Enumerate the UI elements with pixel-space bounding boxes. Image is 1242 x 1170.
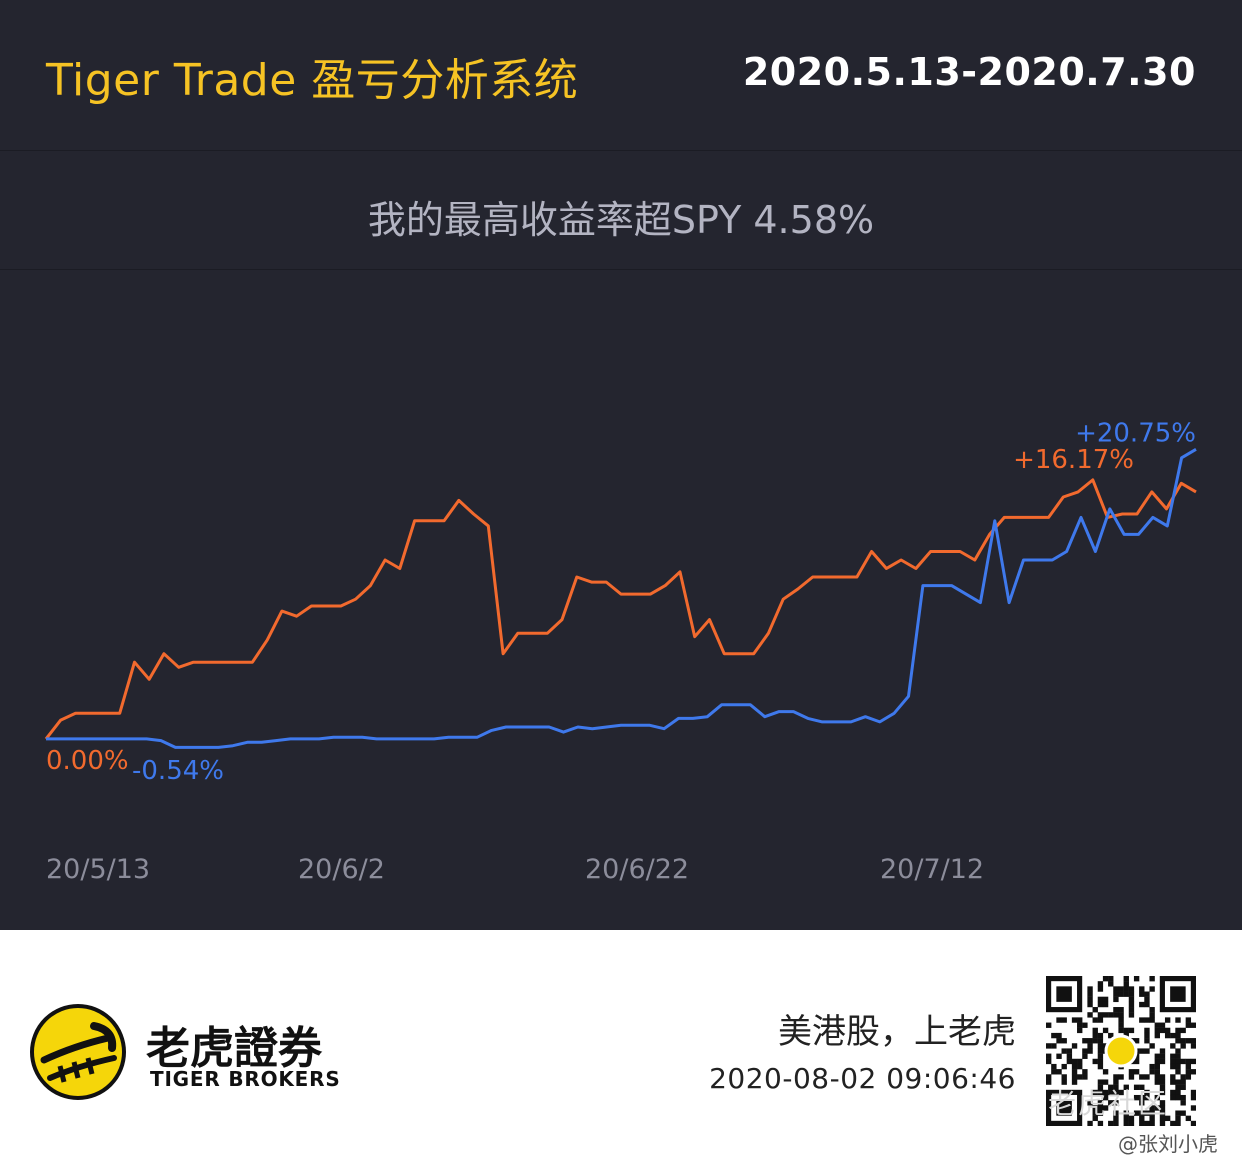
series-0-start-label: 0.00% [46, 746, 129, 776]
chart-area: 0.00% -0.54% +16.17% +20.75% 20/5/13 20/6/2 20… [0, 270, 1242, 930]
tiger-logo-icon [30, 1004, 126, 1100]
slogan: 美港股，上老虎 [778, 1012, 1016, 1052]
header: Tiger Trade 盈亏分析系统 2020.5.13-2020.7.30 [0, 0, 1242, 151]
date-range: 2020.5.13-2020.7.30 [742, 50, 1196, 94]
return-chart: 0.00% -0.54% +16.17%+20.75% 20/5/13 20/6/2 20… [44, 418, 1197, 885]
brand-name-cn: 老虎證券 [146, 1023, 322, 1074]
series-1-start-label: -0.54% [132, 756, 224, 786]
summary-bar: 我的最高收益率超SPY 4.58% [0, 151, 1242, 270]
series-line-1 [46, 448, 1197, 749]
x-tick-label: 20/5/13 [46, 854, 150, 885]
page-title: Tiger Trade 盈亏分析系统 [46, 55, 579, 106]
summary-text: 我的最高收益率超SPY 4.58% [367, 198, 875, 242]
footer: 老虎證券 TIGER BROKERS 美港股，上老虎 2020-08-02 09… [0, 930, 1242, 1170]
x-tick-label: 20/7/12 [880, 854, 984, 885]
brand-name-en: TIGER BROKERS [150, 1067, 341, 1091]
x-tick-label: 20/6/22 [585, 854, 689, 885]
credit-text: @张刘小虎 [1118, 1132, 1218, 1156]
series-0-end-label: +16.17% [1013, 445, 1134, 475]
series-line-0 [44, 478, 1197, 740]
timestamp: 2020-08-02 09:06:46 [709, 1062, 1016, 1095]
x-tick-label: 20/6/2 [298, 854, 385, 885]
qr-code-icon [1046, 976, 1197, 1127]
watermark: 老虎社区 [1048, 1087, 1169, 1120]
series-1-end-label: +20.75% [1075, 418, 1196, 448]
